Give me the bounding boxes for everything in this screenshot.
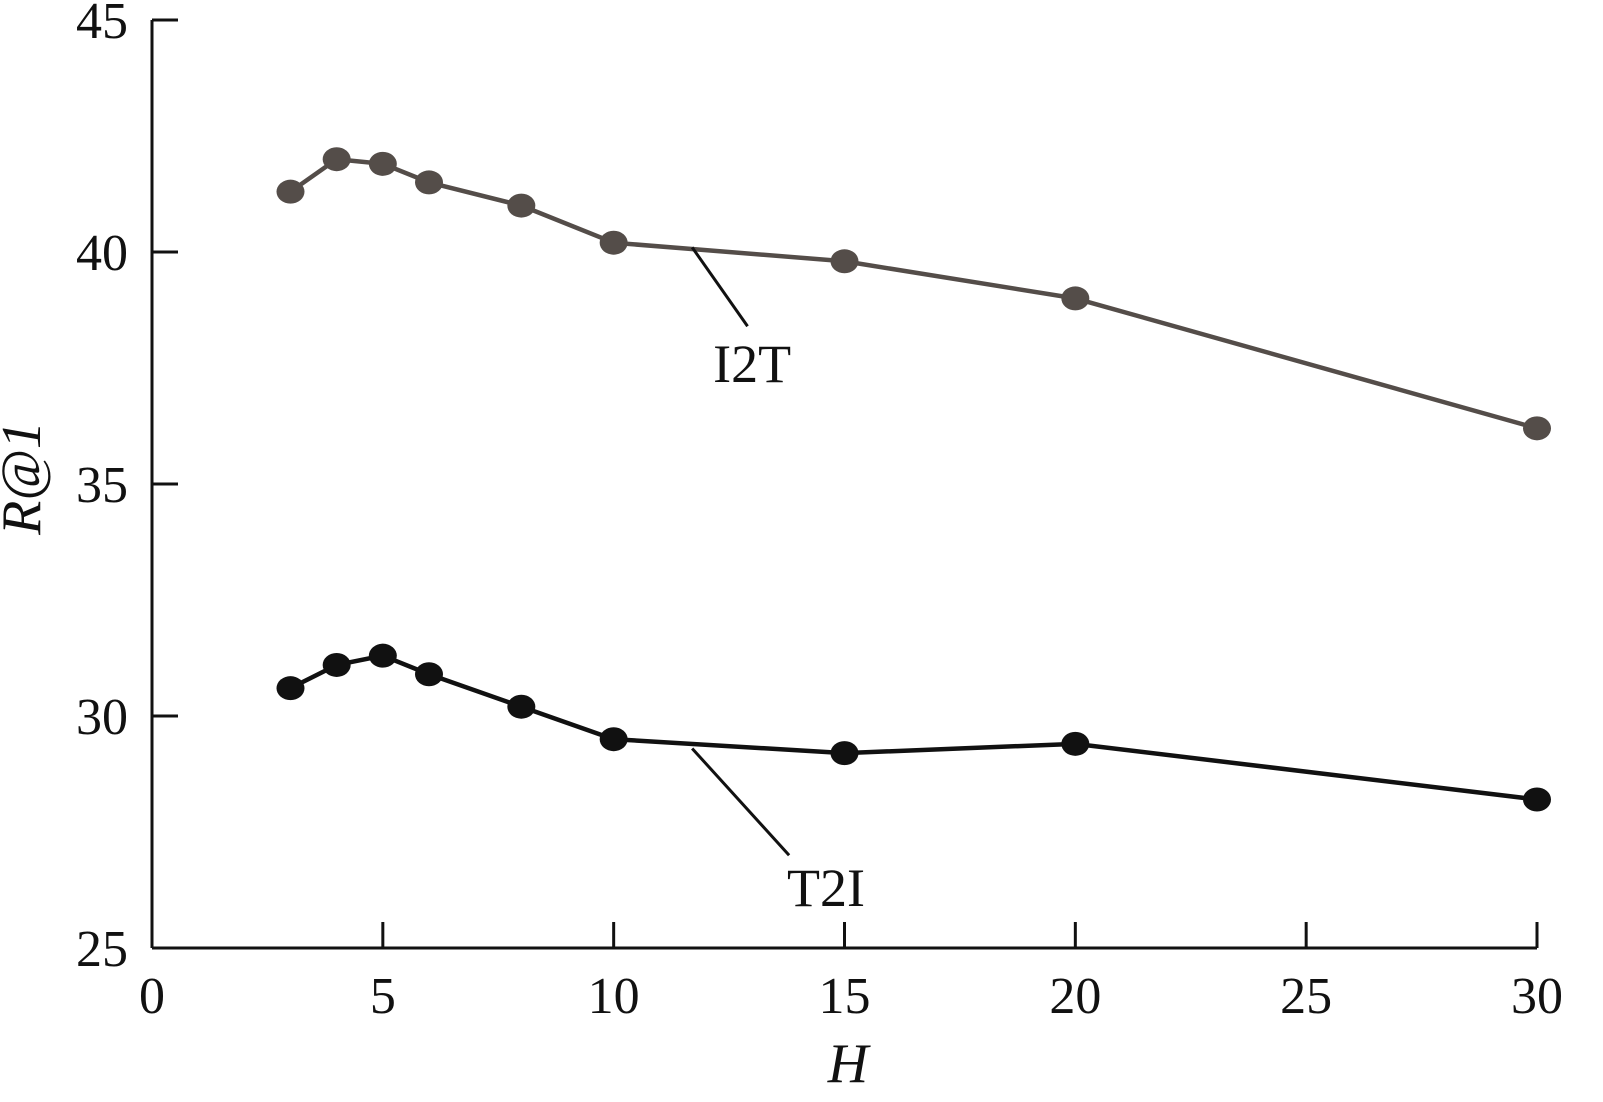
x-tick-label: 15 (819, 968, 871, 1025)
y-tick-label: 25 (76, 921, 128, 978)
y-tick-label: 35 (76, 457, 128, 514)
data-point-i2t (276, 179, 305, 204)
series-label-i2t: I2T (713, 334, 791, 394)
x-tick-label: 20 (1049, 968, 1101, 1025)
data-point-i2t (415, 170, 443, 195)
series-line-t2i (289, 653, 1538, 802)
data-point-t2i (415, 662, 443, 687)
data-point-t2i (507, 694, 536, 719)
label-leader-i2t (690, 246, 749, 328)
axes (150, 20, 1537, 950)
data-point-i2t (322, 147, 351, 172)
series-layer: I2T T2I (276, 147, 1551, 918)
label-leader-t2i (691, 747, 791, 857)
series-t2i: T2I (276, 643, 1551, 918)
y-axis-title: R@1 (0, 421, 53, 536)
y-tick-label: 40 (76, 225, 128, 282)
series-i2t: I2T (276, 147, 1551, 441)
ticks: 25 30 35 40 45 0 5 10 15 20 25 30 (76, 0, 1563, 1025)
series-label-t2i: T2I (787, 858, 865, 918)
x-tick-label: 25 (1280, 968, 1332, 1025)
data-point-i2t (1061, 286, 1090, 311)
x-tick-label: 5 (370, 968, 396, 1025)
y-tick-label: 30 (76, 689, 128, 746)
data-point-i2t (507, 193, 536, 218)
data-point-t2i (830, 741, 859, 766)
data-point-t2i (276, 676, 305, 701)
x-axis-title: H (827, 1033, 871, 1095)
series-line-i2t (289, 156, 1538, 431)
data-point-t2i (1061, 731, 1090, 756)
data-point-i2t (599, 230, 628, 255)
data-point-i2t (368, 151, 397, 176)
data-point-i2t (830, 249, 859, 274)
data-point-t2i (322, 652, 351, 677)
y-tick-label: 45 (76, 0, 128, 50)
data-point-t2i (1523, 787, 1551, 812)
data-point-t2i (368, 643, 397, 668)
data-point-i2t (1523, 416, 1551, 441)
x-tick-label: 30 (1511, 968, 1563, 1025)
x-tick-label: 0 (139, 968, 165, 1025)
data-point-t2i (599, 727, 628, 752)
x-tick-label: 10 (588, 968, 640, 1025)
